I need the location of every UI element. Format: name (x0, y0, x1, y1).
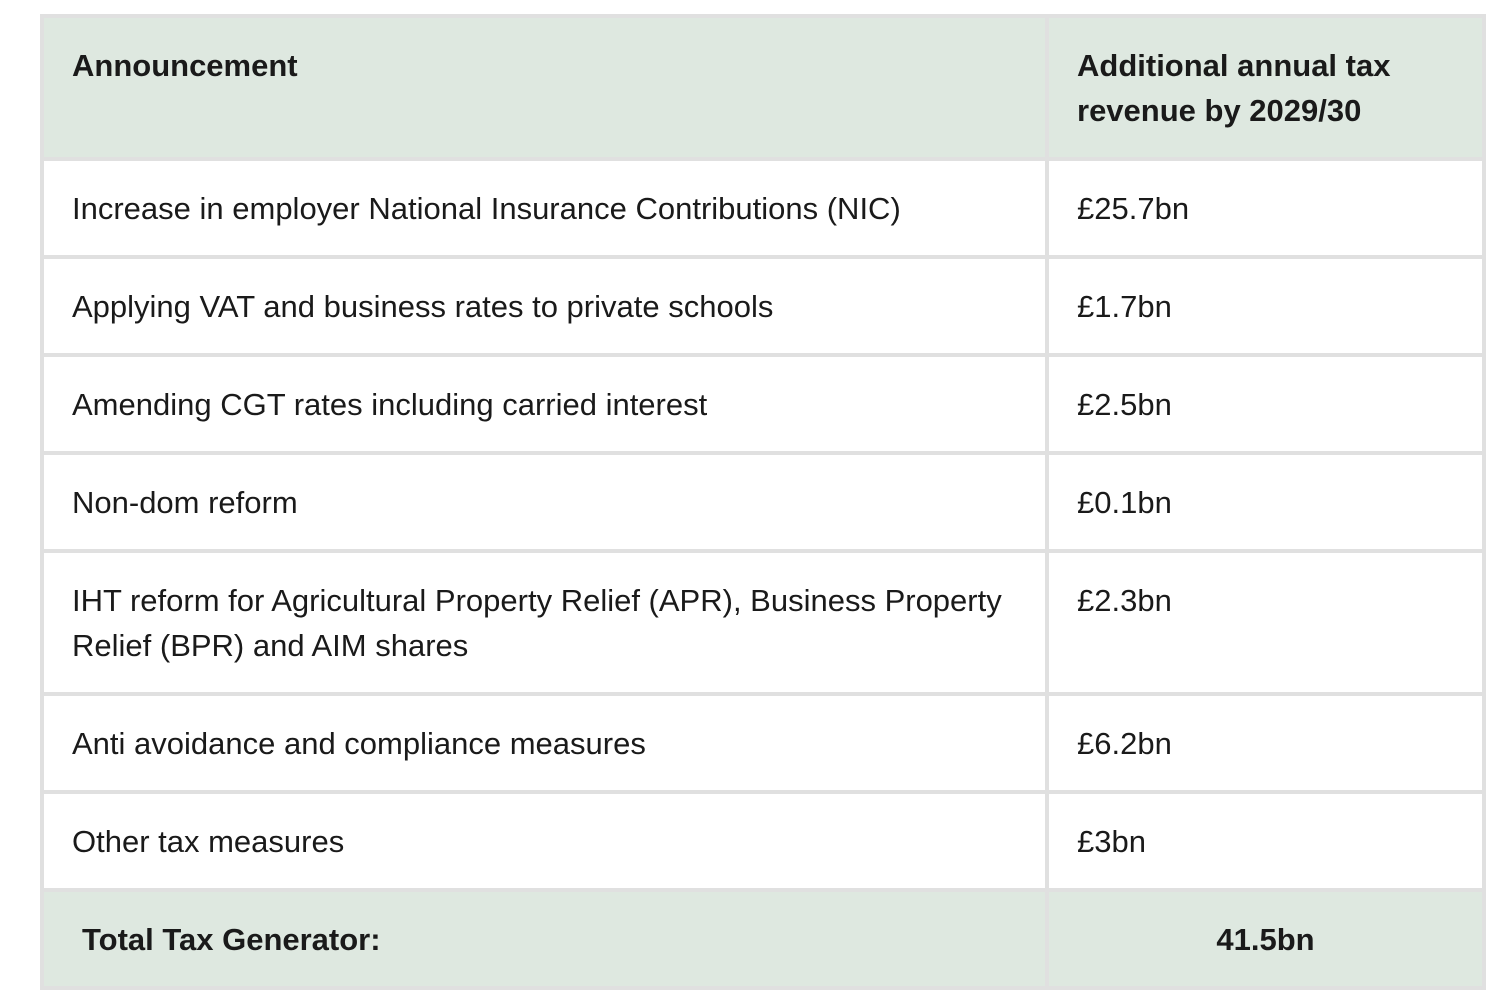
table-row: Other tax measures £3bn (40, 790, 1486, 892)
announcement-cell: Increase in employer National Insurance … (40, 157, 1049, 259)
revenue-cell: £0.1bn (1045, 451, 1486, 553)
table-body: Increase in employer National Insurance … (40, 157, 1486, 892)
revenue-cell: £6.2bn (1045, 692, 1486, 794)
column-header-announcement: Announcement (40, 14, 1049, 161)
total-row-value: 41.5bn (1045, 888, 1486, 990)
tax-revenue-table: Announcement Additional annual tax reven… (40, 14, 1486, 990)
column-header-revenue: Additional annual tax revenue by 2029/30 (1045, 14, 1486, 161)
announcement-cell: Amending CGT rates including carried int… (40, 353, 1049, 455)
header-row: Announcement Additional annual tax reven… (40, 14, 1486, 161)
announcement-cell: IHT reform for Agricultural Property Rel… (40, 549, 1049, 696)
table-footer: Total Tax Generator: 41.5bn (40, 888, 1486, 990)
table-row: IHT reform for Agricultural Property Rel… (40, 549, 1486, 696)
revenue-cell: £2.3bn (1045, 549, 1486, 696)
announcement-cell: Other tax measures (40, 790, 1049, 892)
announcement-cell: Non-dom reform (40, 451, 1049, 553)
table-header: Announcement Additional annual tax reven… (40, 14, 1486, 161)
table-row: Applying VAT and business rates to priva… (40, 255, 1486, 357)
announcement-cell: Applying VAT and business rates to priva… (40, 255, 1049, 357)
announcement-cell: Anti avoidance and compliance measures (40, 692, 1049, 794)
revenue-cell: £25.7bn (1045, 157, 1486, 259)
revenue-cell: £2.5bn (1045, 353, 1486, 455)
table-row: Non-dom reform £0.1bn (40, 451, 1486, 553)
table-row: Increase in employer National Insurance … (40, 157, 1486, 259)
total-row-label: Total Tax Generator: (40, 888, 1049, 990)
total-row: Total Tax Generator: 41.5bn (40, 888, 1486, 990)
revenue-cell: £1.7bn (1045, 255, 1486, 357)
revenue-cell: £3bn (1045, 790, 1486, 892)
table-row: Anti avoidance and compliance measures £… (40, 692, 1486, 794)
table-row: Amending CGT rates including carried int… (40, 353, 1486, 455)
